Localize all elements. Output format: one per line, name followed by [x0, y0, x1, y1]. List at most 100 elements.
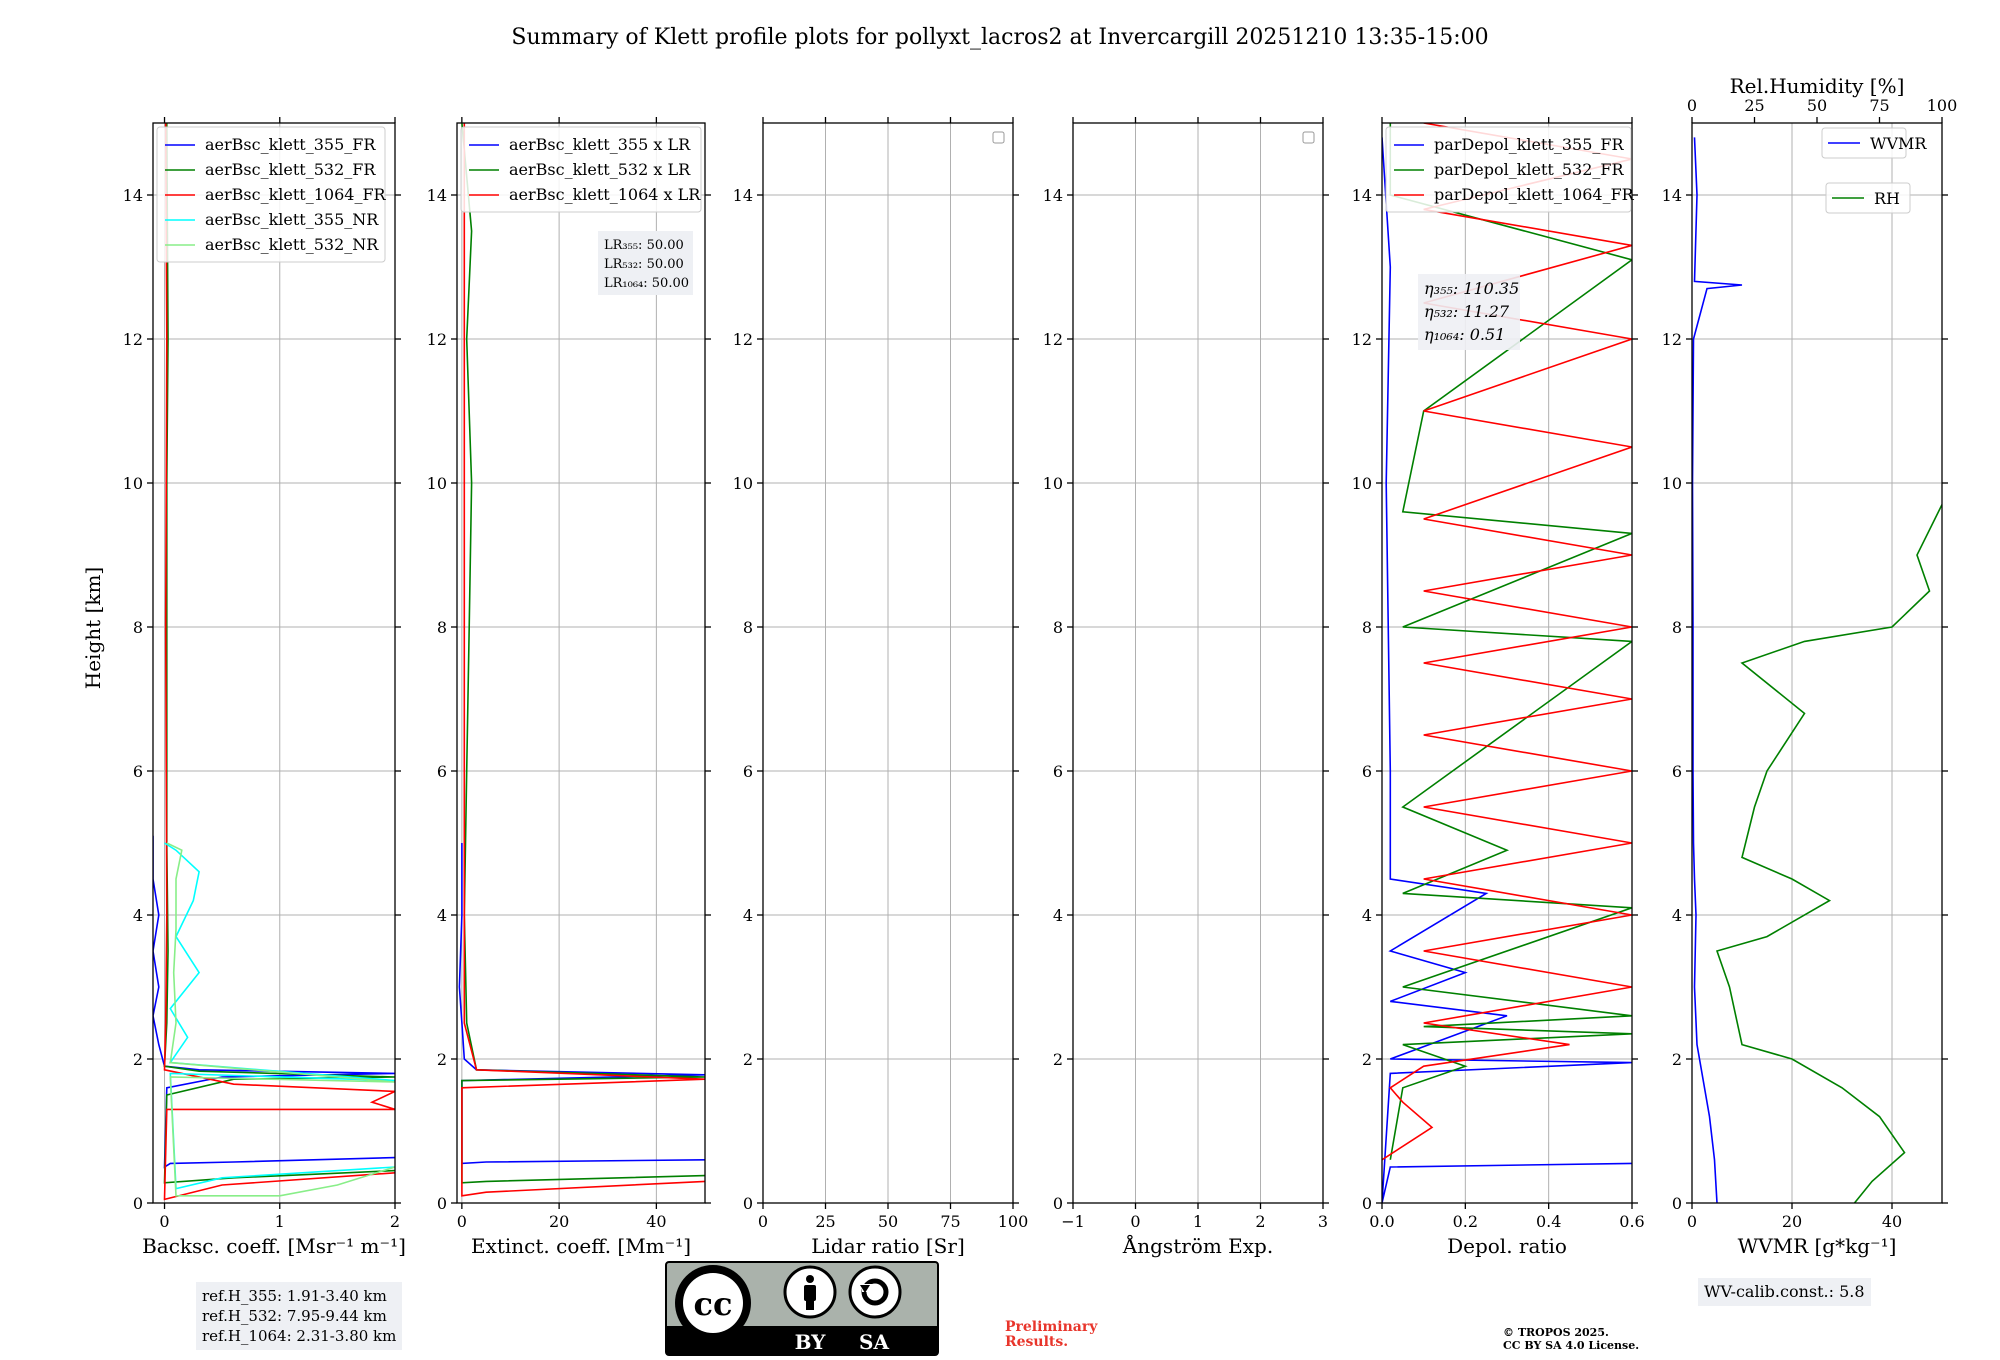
x-tick-label: 100 [998, 1212, 1029, 1231]
y-tick-label: 10 [1352, 474, 1372, 493]
legend-label: aerBsc_klett_1064 x LR [509, 185, 701, 204]
y-tick-label: 8 [1672, 618, 1682, 637]
axes-frame [456, 122, 706, 1204]
legend: parDepol_klett_355_FR parDepol_klett_532_… [1385, 126, 1635, 213]
legend-label: WVMR [1870, 134, 1927, 153]
y-tick-label: 6 [743, 762, 753, 781]
preliminary-notice: Preliminary Results. [1005, 1320, 1097, 1350]
sa-share-alike-icon [848, 1265, 902, 1319]
top-x-tick-label: 50 [1807, 96, 1827, 115]
y-tick-label: 2 [437, 1050, 447, 1069]
series-line-aerBsc_klett_355 x LR [458, 843, 705, 1165]
y-tick-label: 2 [1362, 1050, 1372, 1069]
wv-calib-const: WV-calib.const.: 5.8 [1704, 1282, 1865, 1301]
y-tick-label: 12 [123, 330, 143, 349]
x-tick-label: 0 [1687, 1212, 1697, 1231]
y-tick-label: 6 [1672, 762, 1682, 781]
legend: aerBsc_klett_355_FR aerBsc_klett_532_FRae… [156, 126, 387, 263]
y-axis-label: Height [km] [81, 567, 105, 689]
x-axis-label: Ångström Exp. [1122, 1233, 1273, 1258]
series-line-WVMR [1692, 137, 1743, 1203]
legend-label: aerBsc_klett_532_NR [205, 235, 379, 254]
axes-frame [152, 122, 396, 1204]
x-tick-label: 75 [940, 1212, 960, 1231]
legend-label: aerBsc_klett_355_FR [205, 135, 376, 154]
y-tick-label: 0 [1362, 1194, 1372, 1213]
axes-frame [1381, 122, 1633, 1204]
legend-label: aerBsc_klett_355_NR [205, 210, 379, 229]
y-tick-label: 12 [733, 330, 753, 349]
reference-heights-box: ref.H_355: 1.91-3.40 km ref.H_532: 7.95-… [196, 1282, 403, 1350]
x-tick-label: 20 [549, 1212, 569, 1231]
legend-box [156, 126, 386, 263]
x-tick-label: 3 [1318, 1212, 1328, 1231]
x-axis-label: Lidar ratio [Sr] [811, 1234, 965, 1258]
y-tick-label: 4 [743, 906, 753, 925]
series-line-parDepol_klett_532_FR [1389, 123, 1632, 1160]
y-tick-label: 14 [427, 186, 447, 205]
ref-height-532: ref.H_532: 7.95-9.44 km [202, 1307, 387, 1325]
y-tick-label: 6 [133, 762, 143, 781]
series-line-parDepol_klett_355_FR [1382, 137, 1632, 1203]
x-tick-label: 0 [457, 1212, 467, 1231]
series-line-RH [1715, 504, 1942, 1203]
annotation-text: LR₃₅₅: 50.00 [604, 238, 684, 253]
top-x-axis-label: Rel.Humidity [%] [1730, 74, 1905, 98]
y-tick-label: 2 [133, 1050, 143, 1069]
x-tick-label: 40 [646, 1212, 666, 1231]
series-line-aerBsc_klett_1064_FR [163, 123, 395, 1201]
x-tick-label: 0.4 [1536, 1212, 1561, 1231]
y-tick-label: 4 [437, 906, 447, 925]
eta-annotations: η₃₅₅: 110.35 η₅₃₂: 11.27 η₁₀₆₄: 0.51 [1418, 274, 1520, 350]
y-tick-label: 2 [743, 1050, 753, 1069]
x-tick-label: 0 [758, 1212, 768, 1231]
y-tick-label: 0 [1053, 1194, 1063, 1213]
x-axis-label: Backsc. coeff. [Msr⁻¹ m⁻¹] [142, 1234, 406, 1258]
x-tick-label: 0.0 [1369, 1212, 1394, 1231]
lidar-ratio-annotations: LR₃₅₅: 50.00 LR₅₃₂: 50.00 LR₁₀₆₄: 50.00 [598, 231, 693, 295]
legend-label: parDepol_klett_355_FR [1434, 135, 1625, 154]
y-tick-label: 12 [1043, 330, 1063, 349]
y-tick-label: 0 [743, 1194, 753, 1213]
x-tick-label: 40 [1882, 1212, 1902, 1231]
cc-license-badge[interactable]: cc BY SA [665, 1261, 939, 1356]
x-tick-label: 0 [159, 1212, 169, 1231]
y-tick-label: 8 [437, 618, 447, 637]
y-tick-label: 4 [133, 906, 143, 925]
y-tick-label: 2 [1672, 1050, 1682, 1069]
y-tick-label: 14 [1043, 186, 1063, 205]
y-tick-label: 0 [1672, 1194, 1682, 1213]
x-tick-label: 0.6 [1619, 1212, 1644, 1231]
top-x-tick-label: 0 [1687, 96, 1697, 115]
y-tick-label: 14 [1662, 186, 1682, 205]
copyright-notice: © TROPOS 2025. CC BY SA 4.0 License. [1503, 1326, 1639, 1352]
y-tick-label: 8 [1362, 618, 1372, 637]
annotation-box [1418, 274, 1520, 350]
panel-extinction: 0 20 40 0 2 4 6 8 10 12 14 Extinct. coeff. [Mm⁻¹] ae… [427, 117, 711, 1258]
x-tick-label: 1 [1193, 1212, 1203, 1231]
y-tick-label: 10 [427, 474, 447, 493]
y-tick-label: 10 [733, 474, 753, 493]
annotation-text: LR₅₃₂: 50.00 [604, 257, 684, 272]
y-tick-label: 14 [1352, 186, 1372, 205]
preliminary-line-1: Preliminary [1005, 1319, 1098, 1335]
legend-box [1385, 126, 1632, 213]
ref-height-355: ref.H_355: 1.91-3.40 km [202, 1287, 387, 1305]
y-tick-label: 4 [1672, 906, 1682, 925]
top-x-tick-label: 25 [1744, 96, 1764, 115]
panel-depol: 0.0 0.2 0.4 0.6 0 2 4 6 8 10 12 14 Depol. ratio parDe… [1352, 117, 1645, 1258]
y-tick-label: 12 [1352, 330, 1372, 349]
x-tick-label: 2 [1255, 1212, 1265, 1231]
legend-label: aerBsc_klett_532 x LR [509, 160, 691, 179]
badge-by-label: BY [795, 1330, 827, 1354]
y-tick-label: 0 [133, 1194, 143, 1213]
empty-legend [1302, 131, 1315, 144]
y-tick-label: 14 [123, 186, 143, 205]
preliminary-line-2: Results. [1005, 1334, 1069, 1350]
wv-calibration-box: WV-calib.const.: 5.8 [1698, 1278, 1871, 1306]
y-tick-label: 6 [1053, 762, 1063, 781]
